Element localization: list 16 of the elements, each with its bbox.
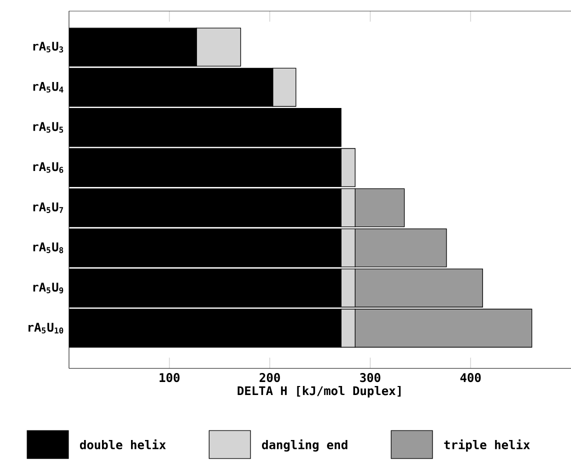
x-tick-label: 100 — [160, 372, 180, 382]
legend-label: triple helix — [444, 439, 530, 452]
y-tick-label: rA$_{5}$U$_{8}$ — [33, 242, 64, 254]
legend-label: double helix — [80, 439, 166, 450]
y-tick-label: rA$_{5}$U$_{9}$ — [33, 282, 64, 294]
y-tick-label: rA$_{5}$U$_{6}$ — [33, 162, 64, 173]
y-tick-label: rA$_{5}$U$_{7}$ — [33, 202, 64, 213]
y-tick-label: rA$_{5}$U$_{3}$ — [33, 42, 64, 52]
x-tick-label: 400 — [460, 372, 481, 382]
y-tick-label: rA$_{5}$U$_{10}$ — [28, 322, 64, 334]
x-tick-label: 200 — [260, 372, 280, 382]
legend-label: dangling end — [262, 439, 348, 452]
y-tick-label: rA$_{5}$U$_{5}$ — [33, 122, 64, 133]
x-tick-label: 300 — [360, 372, 380, 382]
y-tick-label: rA$_{5}$U$_{4}$ — [33, 82, 64, 92]
x-axis-title: DELTA H [kJ/mol Duplex] — [238, 386, 401, 398]
